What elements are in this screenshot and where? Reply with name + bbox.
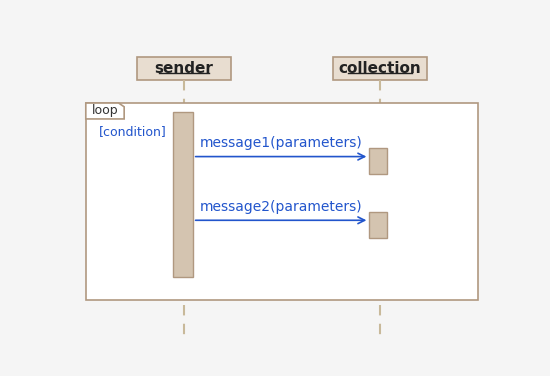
- Bar: [137, 57, 231, 80]
- Text: [condition]: [condition]: [98, 126, 166, 138]
- Bar: [333, 57, 427, 80]
- Bar: [86, 103, 478, 300]
- Bar: [173, 112, 193, 277]
- Bar: [369, 212, 387, 238]
- Text: loop: loop: [92, 105, 118, 117]
- Text: message2(parameters): message2(parameters): [200, 200, 362, 214]
- Text: collection: collection: [339, 61, 421, 76]
- Text: message1(parameters): message1(parameters): [200, 136, 362, 150]
- Text: sender: sender: [155, 61, 213, 76]
- Bar: [369, 148, 387, 174]
- Polygon shape: [86, 103, 124, 119]
